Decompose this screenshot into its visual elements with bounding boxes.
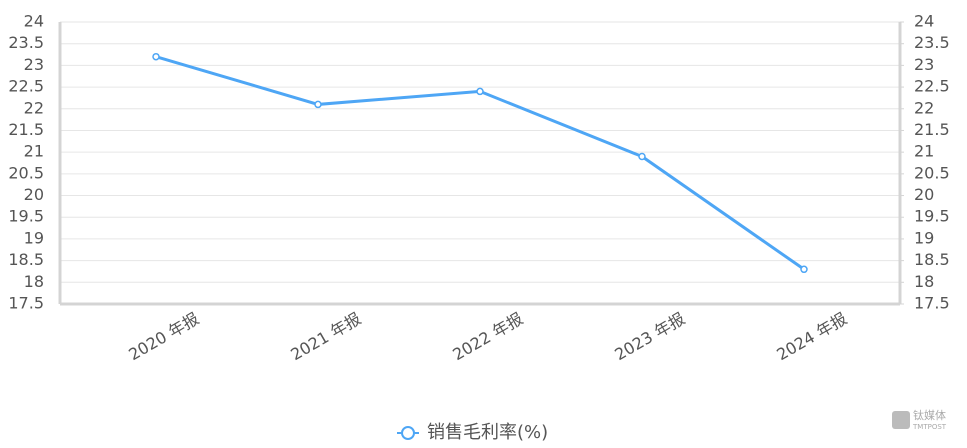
y2-tick-label: 22.5 [914,77,950,96]
y2-tick-label: 24 [914,12,934,31]
legend-marker [401,426,415,440]
y2-tick-label: 22 [914,98,934,117]
point [314,100,322,109]
point [476,87,484,96]
y-tick-label: 24 [24,12,44,31]
x-tick-label: 2021 年报 [287,309,364,364]
y2-tick-label: 19.5 [914,207,950,226]
y2-tick-label: 18 [914,272,934,291]
y-tick-label: 21.5 [8,120,44,139]
y-tick-label: 21 [24,142,44,161]
y2-tick-label: 21 [914,142,934,161]
y2-tick-label: 20 [914,185,934,204]
x-tick-label: 2023 年报 [611,309,688,364]
y2-tick-label: 18.5 [914,250,950,269]
y-tick-label: 23.5 [8,33,44,52]
y-tick-label: 20.5 [8,163,44,182]
x-tick-label: 2022 年报 [449,309,526,364]
y-tick-label: 19 [24,228,44,247]
y-tick-label: 19.5 [8,207,44,226]
y-tick-label: 17.5 [8,294,44,313]
point [638,152,646,161]
y-tick-label: 20 [24,185,44,204]
y-tick-label: 18.5 [8,250,44,269]
watermark-icon [892,411,910,429]
y2-tick-label: 21.5 [914,120,950,139]
y-tick-label: 22 [24,98,44,117]
watermark: 钛媒体 TMTPOST [892,408,947,431]
y2-tick-label: 23.5 [914,33,950,52]
y2-tick-label: 19 [914,228,934,247]
y2-tick-label: 20.5 [914,163,950,182]
y-tick-label: 22.5 [8,77,44,96]
x-tick-label: 2020 年报 [125,309,202,364]
watermark-text: 钛媒体 [913,408,946,422]
y2-tick-label: 23 [914,55,934,74]
y-tick-label: 23 [24,55,44,74]
watermark-subtext: TMTPOST [912,423,947,431]
y2-tick-label: 17.5 [914,294,950,313]
x-tick-label: 2024 年报 [773,309,850,364]
point [800,265,808,274]
point [152,52,160,61]
y-tick-label: 18 [24,272,44,291]
legend-label: 销售毛利率(%) [427,422,548,443]
